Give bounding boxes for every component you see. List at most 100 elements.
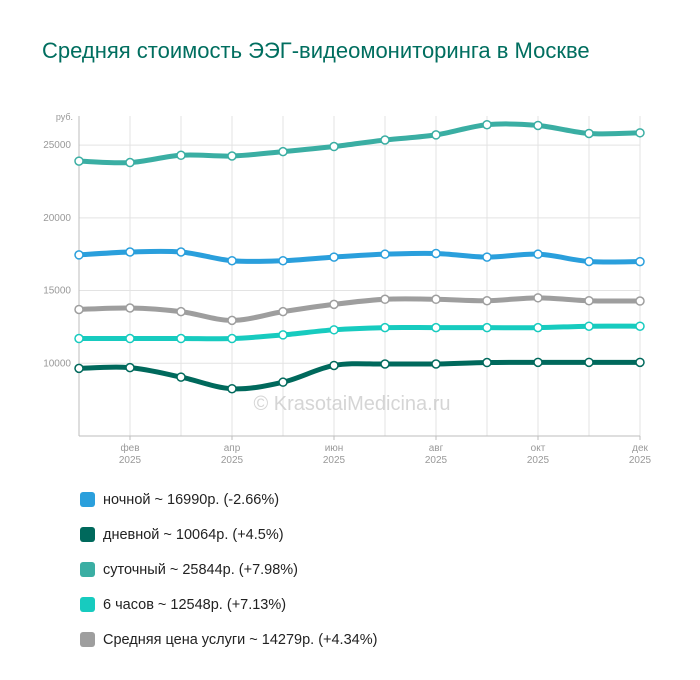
data-point <box>380 294 390 305</box>
data-point <box>380 359 390 369</box>
data-point <box>227 383 237 394</box>
data-point <box>329 252 339 262</box>
data-point <box>635 128 645 138</box>
series-line <box>76 359 643 392</box>
data-point <box>125 333 135 344</box>
data-point <box>329 325 339 335</box>
data-point <box>380 135 390 145</box>
data-point <box>431 130 441 140</box>
data-point <box>431 248 441 259</box>
data-point <box>74 250 84 260</box>
data-point <box>125 157 135 168</box>
x-tick-year: 2025 <box>323 455 346 466</box>
series-6-часов <box>74 321 645 344</box>
series-Средняя-цена-услуги <box>74 293 645 326</box>
data-point <box>176 333 186 344</box>
data-point <box>227 315 237 326</box>
data-point <box>584 321 594 331</box>
legend-label: суточный ~ 25844р. (+7.98%) <box>103 561 299 578</box>
x-tick-label: апр <box>224 443 241 454</box>
data-point <box>176 150 186 161</box>
data-point <box>74 156 84 166</box>
data-point <box>227 333 237 344</box>
series-line <box>76 248 643 265</box>
y-tick-label: 20000 <box>43 213 71 224</box>
data-point <box>431 294 441 305</box>
y-tick-label: 25000 <box>43 140 71 151</box>
data-point <box>125 362 135 373</box>
data-point <box>278 377 288 387</box>
x-tick-year: 2025 <box>119 455 142 466</box>
x-tick-label: дек <box>632 443 648 454</box>
y-axis-unit: руб. <box>56 112 73 122</box>
x-tick-label: июн <box>325 443 344 454</box>
data-point <box>278 255 288 266</box>
legend-label: 6 часов ~ 12548р. (+7.13%) <box>103 596 287 613</box>
data-point <box>278 146 288 157</box>
y-tick-label: 10000 <box>43 358 71 369</box>
data-point <box>74 304 84 315</box>
legend-swatch <box>80 492 95 507</box>
data-point <box>635 256 645 267</box>
data-point <box>533 120 543 131</box>
data-point <box>329 141 339 152</box>
x-tick-label: фев <box>120 442 139 454</box>
legend-swatch <box>80 562 95 577</box>
series-line <box>76 121 643 166</box>
series-суточный <box>74 119 645 168</box>
data-point <box>278 330 288 340</box>
data-point <box>482 357 492 368</box>
data-point <box>584 357 594 368</box>
chart-title: Средняя стоимость ЭЭГ-видеомониторинга в… <box>42 38 590 63</box>
data-point <box>176 306 186 317</box>
legend-item[interactable]: суточный ~ 25844р. (+7.98%) <box>80 552 377 587</box>
data-point <box>176 372 186 382</box>
data-point <box>227 255 237 266</box>
series-line <box>76 295 643 323</box>
legend-item[interactable]: дневной ~ 10064р. (+4.5%) <box>80 517 377 552</box>
legend-swatch <box>80 597 95 612</box>
legend-item[interactable]: Средняя цена услуги ~ 14279р. (+4.34%) <box>80 622 377 657</box>
data-point <box>533 249 543 259</box>
data-point <box>278 306 288 317</box>
data-point <box>584 295 594 306</box>
legend-item[interactable]: 6 часов ~ 12548р. (+7.13%) <box>80 587 377 622</box>
data-point <box>431 359 441 369</box>
x-tick-label: окт <box>531 443 546 454</box>
x-tick-year: 2025 <box>629 455 652 466</box>
series-дневной <box>74 357 645 394</box>
legend-swatch <box>80 527 95 542</box>
data-point <box>380 249 390 259</box>
data-point <box>635 357 645 368</box>
chart-area: руб.10000150002000025000фев2025апр2025ию… <box>43 112 652 466</box>
data-point <box>533 322 543 333</box>
data-point <box>125 303 135 313</box>
data-point <box>635 321 645 331</box>
y-tick-label: 15000 <box>43 286 71 297</box>
data-point <box>329 360 339 371</box>
series-line <box>76 323 643 342</box>
x-tick-year: 2025 <box>527 455 550 466</box>
legend-label: Средняя цена услуги ~ 14279р. (+4.34%) <box>103 631 378 648</box>
data-point <box>635 296 645 306</box>
x-tick-year: 2025 <box>425 455 448 466</box>
data-point <box>329 299 339 310</box>
data-point <box>74 333 84 344</box>
data-point <box>533 357 543 368</box>
data-point <box>482 252 492 262</box>
legend-label: дневной ~ 10064р. (+4.5%) <box>103 526 284 543</box>
x-tick-label: авг <box>429 443 444 454</box>
data-point <box>584 256 594 267</box>
legend: ночной ~ 16990р. (-2.66%) дневной ~ 1006… <box>80 482 377 657</box>
data-point <box>533 293 543 303</box>
data-point <box>380 322 390 333</box>
legend-swatch <box>80 632 95 647</box>
legend-item[interactable]: ночной ~ 16990р. (-2.66%) <box>80 482 377 517</box>
data-point <box>74 363 84 374</box>
data-point <box>482 295 492 306</box>
data-point <box>431 322 441 333</box>
watermark: © KrasotaiMedicina.ru <box>253 393 450 415</box>
data-point <box>482 322 492 333</box>
data-point <box>482 119 492 130</box>
legend-label: ночной ~ 16990р. (-2.66%) <box>103 491 280 508</box>
